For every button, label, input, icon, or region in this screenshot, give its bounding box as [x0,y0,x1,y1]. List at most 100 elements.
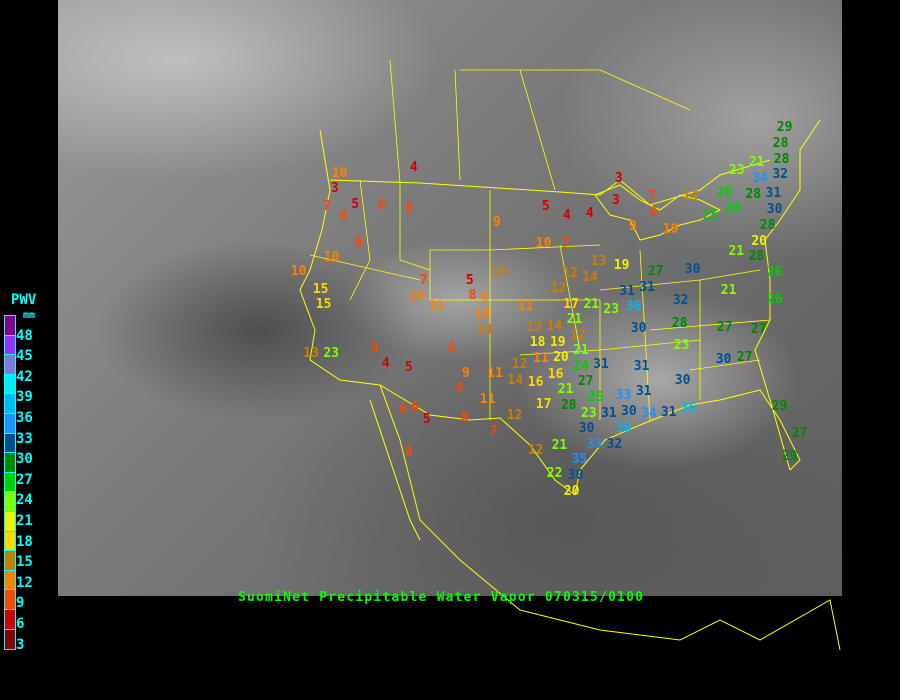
station-pwv-value: 27 [736,350,753,365]
station-pwv-value: 9 [492,215,501,230]
station-pwv-value: 23 [323,346,339,361]
station-pwv-value: 3 [614,171,623,186]
station-pwv-value: 13 [590,254,607,270]
station-pwv-value: 34 [640,406,657,421]
station-pwv-value: 12 [550,281,567,297]
legend-tick-label: 39 [16,389,33,406]
station-pwv-value: 4 [585,206,594,221]
legend-swatch [5,492,15,512]
station-pwv-value: 31 [619,283,635,299]
legend-swatch [5,472,15,493]
station-pwv-value: 31 [593,357,609,372]
station-pwv-value: 21 [573,343,589,359]
baja [369,399,421,541]
station-pwv-value: 29 [776,120,793,136]
station-pwv-value: 29 [781,449,798,464]
station-pwv-value: 10 [408,288,425,304]
station-pwv-value: 17 [563,296,579,312]
legend-swatch [5,609,15,630]
station-pwv-value: 5 [351,197,360,212]
gulf-coast [574,389,801,496]
station-pwv-value: 7 [419,273,428,289]
legend-swatch [5,551,15,571]
station-pwv-value: 7 [648,189,657,205]
station-pwv-value: 16 [547,366,564,382]
station-pwv-value: 30 [674,373,691,388]
legend-swatch [5,453,15,473]
station-pwv-value: 13 [303,346,319,361]
legend-tick-label: 33 [16,430,33,447]
legend-tick-label: 6 [16,616,25,632]
station-pwv-value: 8 [404,201,413,216]
legend-swatch [5,590,15,610]
legend-tick-label: 21 [16,513,33,529]
station-pwv-value: 28 [759,217,776,233]
station-pwv-value: 12 [562,265,578,281]
legend-swatch [5,433,15,454]
legend-tick-label: 48 [16,327,33,344]
station-pwv-value: 4 [381,356,390,372]
legend-swatch [5,316,15,336]
station-pwv-value: 30 [567,467,584,483]
station-pwv-value: 25 [587,389,604,405]
station-pwv-value: 27 [791,426,808,441]
station-pwv-value: 20 [563,484,580,499]
legend-tick-label: 12 [16,574,33,591]
state-lines [309,59,771,421]
station-pwv-value: 20 [553,350,569,366]
station-pwv-value: 19 [613,258,630,273]
us-mexico-border [379,384,576,496]
station-pwv-value: 29 [771,399,788,414]
station-pwv-value: 26 [766,292,783,307]
station-pwv-value: 32 [772,167,788,183]
station-pwv-value: 21 [748,155,765,171]
station-pwv-value: 30 [630,321,647,336]
station-pwv-value: 27 [750,322,767,337]
station-pwv-value: 6 [354,235,363,250]
station-pwv-value: 28 [773,151,790,167]
station-pwv-value: 31 [639,279,655,295]
station-pwv-value: 15 [312,281,329,297]
station-pwv-value: 26 [725,200,742,216]
legend-tick-label: 3 [16,636,25,653]
station-pwv-value: 5 [541,199,550,214]
station-pwv-value: 23 [673,338,690,353]
station-pwv-value: 10 [474,306,491,322]
station-pwv-value: 27 [577,374,594,390]
legend-tick-label: 9 [16,595,25,612]
satellite-image [58,0,842,596]
station-pwv-value: 31 [633,359,650,374]
station-pwv-value: 35 [571,452,588,468]
station-pwv-value: 21 [583,296,600,312]
station-pwv-value: 13 [491,265,508,280]
station-pwv-value: 5 [465,272,474,288]
station-pwv-value: 14 [507,372,523,388]
station-pwv-value: 23 [728,163,745,178]
station-pwv-value: 8 [468,288,477,304]
station-pwv-value: 30 [578,421,595,437]
legend-unit: mm [23,310,36,321]
station-pwv-value: 5 [422,412,431,427]
legend-tick-label: 27 [16,471,33,488]
station-pwv-value: 10 [323,250,340,265]
station-pwv-value: 28 [671,316,688,331]
station-pwv-value: 33 [615,387,632,403]
legend-swatch [5,629,15,650]
station-pwv-value: 21 [557,382,574,398]
legend-tick-label: 36 [16,410,33,426]
station-pwv-value: 36 [680,401,697,416]
legend-tick-label: 18 [16,533,33,550]
station-pwv-value: 4 [562,208,571,223]
station-pwv-value: 11 [533,350,549,366]
east-coast [754,119,821,471]
station-pwv-value: 6 [398,402,407,417]
station-pwv-value: 30 [621,403,637,419]
station-pwv-value: 9 [461,365,470,381]
station-pwv-value: 10 [331,165,348,181]
us-canada-border [329,159,771,206]
station-pwv-value: 6 [377,198,386,213]
station-pwv-value: 20 [751,233,767,249]
station-pwv-value: 21 [566,312,583,328]
station-pwv-value: 17 [535,397,552,412]
